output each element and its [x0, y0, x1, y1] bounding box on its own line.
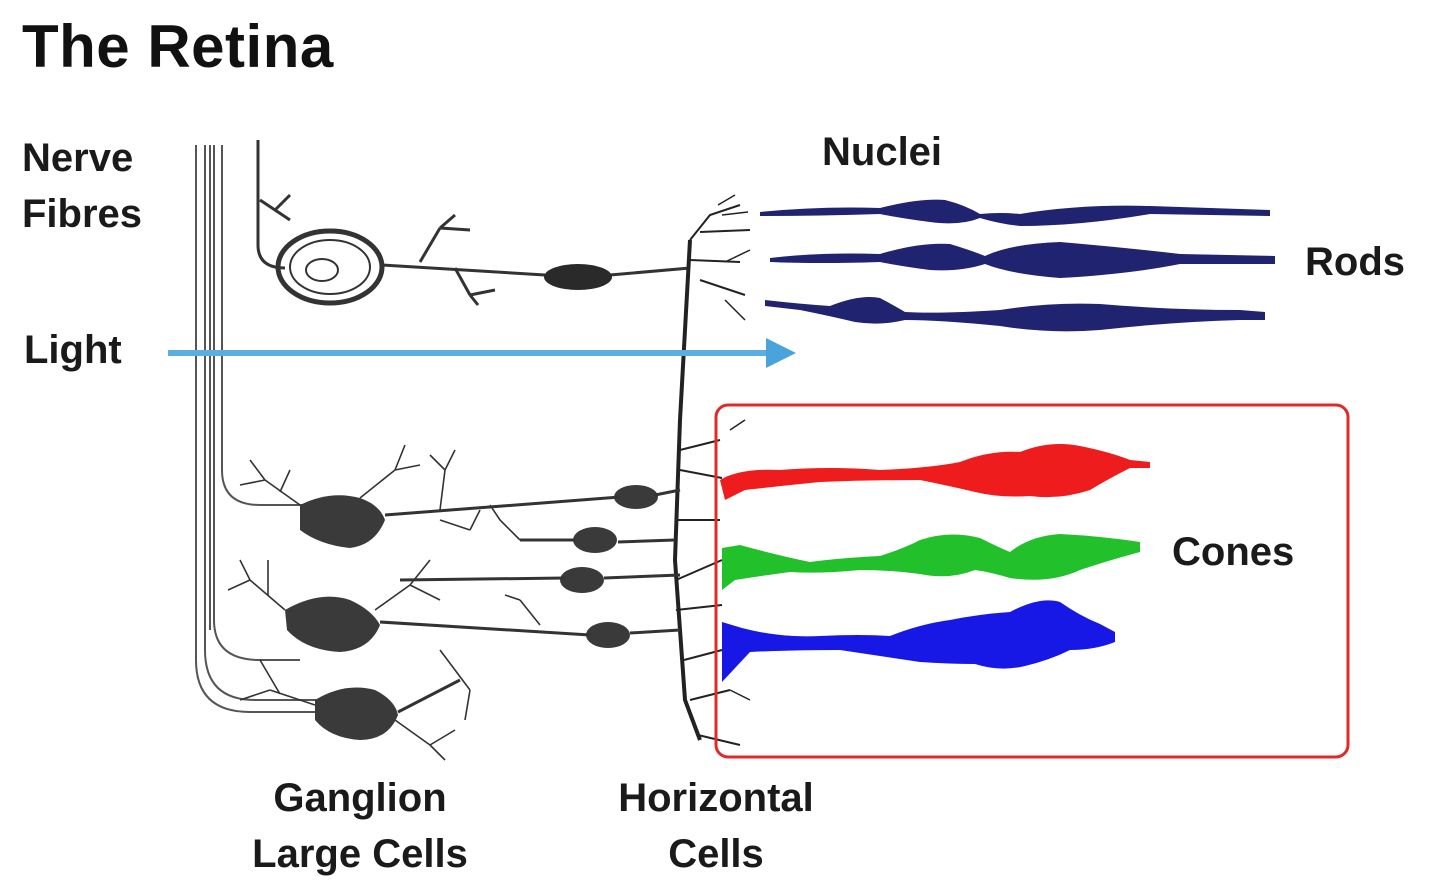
rod-1 — [760, 199, 1270, 226]
cones-highlight-box — [714, 403, 1350, 759]
rod-3 — [765, 297, 1265, 332]
label-nerve-fibres-line2: Fibres — [22, 192, 143, 236]
label-horizontal-line1: Horizontal — [618, 776, 814, 820]
page-title: The Retina — [22, 13, 334, 80]
label-light: Light — [24, 328, 122, 372]
nerve-fibres — [195, 145, 330, 713]
label-horizontal-line2: Cells — [668, 832, 764, 876]
label-nuclei: Nuclei — [822, 130, 943, 174]
ganglion-large-cells — [227, 444, 681, 761]
cones — [720, 444, 1150, 682]
rods — [760, 199, 1275, 332]
label-cones: Cones — [1172, 530, 1295, 574]
label-rods: Rods — [1305, 240, 1405, 284]
label-horizontal-cells: Horizontal Cells — [596, 770, 836, 882]
top-ganglion-cell — [256, 140, 691, 306]
rod-2 — [770, 242, 1275, 278]
label-ganglion-line2: Large Cells — [252, 832, 468, 876]
horizontal-cell — [672, 194, 751, 746]
label-nerve-fibres-line1: Nerve — [22, 136, 134, 180]
label-nerve-fibres: Nerve Fibres — [22, 130, 142, 242]
cone-red — [720, 444, 1150, 500]
label-ganglion-line1: Ganglion — [273, 776, 447, 820]
cone-blue — [722, 600, 1115, 682]
label-ganglion-large-cells: Ganglion Large Cells — [230, 770, 490, 882]
cone-green — [722, 534, 1140, 590]
bipolar-cell-top — [544, 264, 612, 290]
